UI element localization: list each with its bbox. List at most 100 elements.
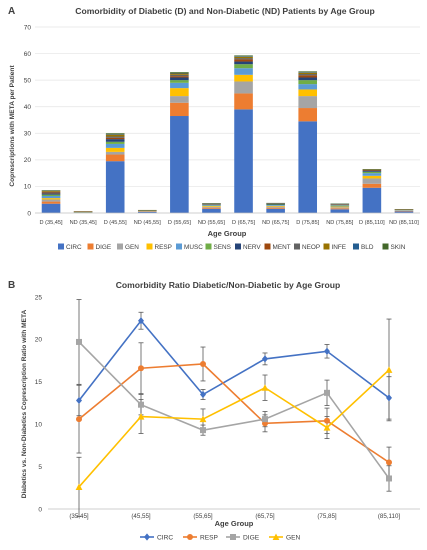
bar-segment-nerv [234,61,253,65]
legend-label-bld: BLD [361,244,374,251]
bar-segment-ment [298,75,318,78]
legend-marker-circ [144,533,150,541]
panel-a-x-tick-label: D (85,110] [359,220,385,226]
legend-label-resp: RESP [155,244,172,251]
panel-a-y-tick-label: 0 [27,210,31,217]
bar-segment-musc [170,82,189,89]
bar-segment-nerv [105,139,125,142]
panel-b-x-tick-label: (45,55] [131,513,151,520]
bar-segment-infe [362,169,382,170]
panel-a-title: Comorbidity of Diabetic (D) and Non-Diab… [75,6,375,16]
data-point-dige [262,416,268,423]
legend-label-sens: SENS [214,244,231,251]
bar-segment-ment [105,137,125,140]
bar-segment-sens [105,141,125,144]
panel-b-letter: B [8,280,15,291]
bar-segment-nerv [41,193,61,195]
bar-segment-musc [41,195,61,199]
bar-segment-sens [330,205,350,206]
bar-segment-dige [330,208,350,210]
bar-segment-gen [170,96,189,103]
bar-segment-gen [202,206,221,208]
bar-segment-bld [298,72,318,73]
bar-segment-gen [105,151,125,155]
bar-segment-circ [298,121,318,213]
bar-segment-resp [202,206,221,207]
panel-a-x-tick-label: ND (45,55] [134,220,161,226]
bar-segment-nerv [266,203,285,205]
bar-segment-ment [170,76,189,78]
panel-a-x-tick-label: ND (65,75] [262,220,289,226]
bar-segment-ment [41,192,61,194]
legend-swatch-neop [294,243,300,250]
bar-segment-resp [362,175,382,179]
data-point-gen [137,413,145,420]
bar-segment-resp [298,89,318,97]
data-point-resp [138,365,144,372]
bar-segment-resp [330,206,350,208]
data-point-dige [324,389,330,396]
bar-segment-sens [298,80,318,85]
series-line-circ [78,319,390,401]
bar-segment-nerv [362,171,382,172]
bar-segment-sens [234,64,253,69]
data-point-gen [75,483,83,490]
bar-segment-infe [105,134,125,137]
panel-b-y-tick-label: 25 [35,294,43,301]
legend-swatch-sens [205,243,212,250]
bar-segment-gen [330,207,350,209]
panel-a-y-tick-label: 60 [24,51,32,58]
bar-segment-nerv [202,204,221,205]
bar-segment-circ [330,209,350,213]
bar-segment-resp [105,147,125,152]
panel-a-x-tick-label: ND (55,65] [198,220,225,226]
legend-swatch-gen [117,243,123,250]
series-line-gen [78,369,390,488]
panel-a-x-tick-label: D (45,55] [104,220,127,226]
panel-a-y-tick-label: 20 [24,157,32,164]
bar-segment-circ [170,116,189,213]
bar-segment-circ [105,161,125,213]
legend-swatch-resp [146,243,153,250]
bar-segment-nerv [298,77,318,81]
data-point-circ [76,396,82,405]
bar-segment-infe [234,56,253,59]
panel-a-y-tick-label: 70 [24,24,32,31]
legend-marker-dige [230,534,236,540]
legend-label-dige: DIGE [96,244,112,251]
bar-segment-bld [234,56,253,57]
panel-a-y-tick-label: 30 [24,131,32,138]
bar-segment-neop [234,58,253,60]
data-point-gen [385,366,393,373]
panel-b-title: Comorbidity Ratio Diabetic/Non-Diabetic … [116,280,341,290]
legend-label-musc: MUSC [184,244,203,251]
bar-segment-dige [41,201,61,204]
bar-segment-dige [202,207,221,209]
bar-segment-bld [105,134,125,135]
bar-segment-dige [105,154,125,162]
bar-segment-dige [362,183,382,188]
legend-swatch-circ [58,243,64,250]
error-bars-resp [76,342,392,479]
bar-segment-skin [170,72,189,73]
legend-swatch-ment [264,243,271,250]
data-point-gen [199,415,207,423]
data-point-circ [262,355,268,363]
bar-segment-gen [41,199,61,202]
bar-segment-sens [41,194,61,196]
legend-label-resp: RESP [200,535,219,542]
bar-segment-musc [266,205,285,206]
panel-a-x-tick-label: D (55,65] [168,220,191,226]
bar-segment-resp [41,198,61,200]
bar-segment-infe [41,190,61,192]
panel-b-y-tick-label: 15 [35,379,43,386]
data-point-resp [76,416,82,423]
data-point-dige [386,475,392,482]
bar-segment-infe [170,73,189,75]
bar-segment-musc [202,205,221,207]
panel-b-y-tick-label: 0 [38,506,42,513]
panel-a-y-tick-label: 50 [24,77,32,84]
legend-swatch-skin [382,243,389,250]
panel-a-x-tick-label: ND (85,110] [389,220,419,226]
bar-segment-ment [234,59,253,62]
